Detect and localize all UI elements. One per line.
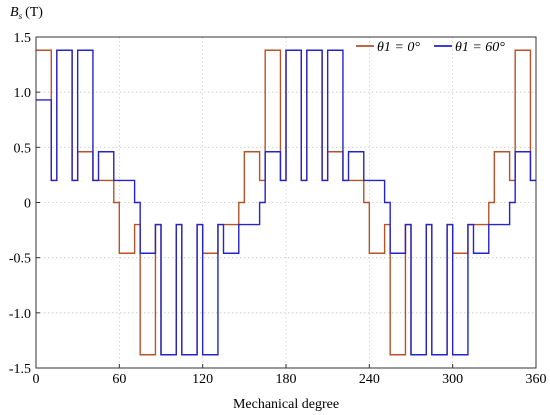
y-tick-label: -1.5 [9,362,31,377]
y-label-symbol: B [10,5,19,20]
y-tick-label: -1.0 [9,307,31,322]
x-tick-label: 180 [276,372,297,387]
x-tick-label: 60 [112,372,126,387]
y-tick-label: 0.5 [14,141,32,156]
x-tick-label: 120 [192,372,213,387]
y-tick-label: 1.5 [14,31,32,46]
x-tick-label: 360 [526,372,547,387]
series-line [36,49,536,356]
y-axis-label: Bs (T) [10,5,43,21]
y-label-subscript: s [19,11,23,21]
x-tick-label: 0 [33,372,40,387]
y-tick-label: 1.0 [14,86,32,101]
y-label-unit: (T) [25,5,43,20]
x-tick-label: 240 [359,372,380,387]
y-tick-label: -0.5 [9,252,31,267]
legend-label: θ1 = 0° [377,40,420,55]
x-tick-label: 300 [442,372,463,387]
y-tick-label: 0 [24,197,31,212]
plot-frame [35,36,537,369]
x-axis-label: Mechanical degree [233,397,339,412]
legend-label: θ1 = 60° [455,40,505,55]
